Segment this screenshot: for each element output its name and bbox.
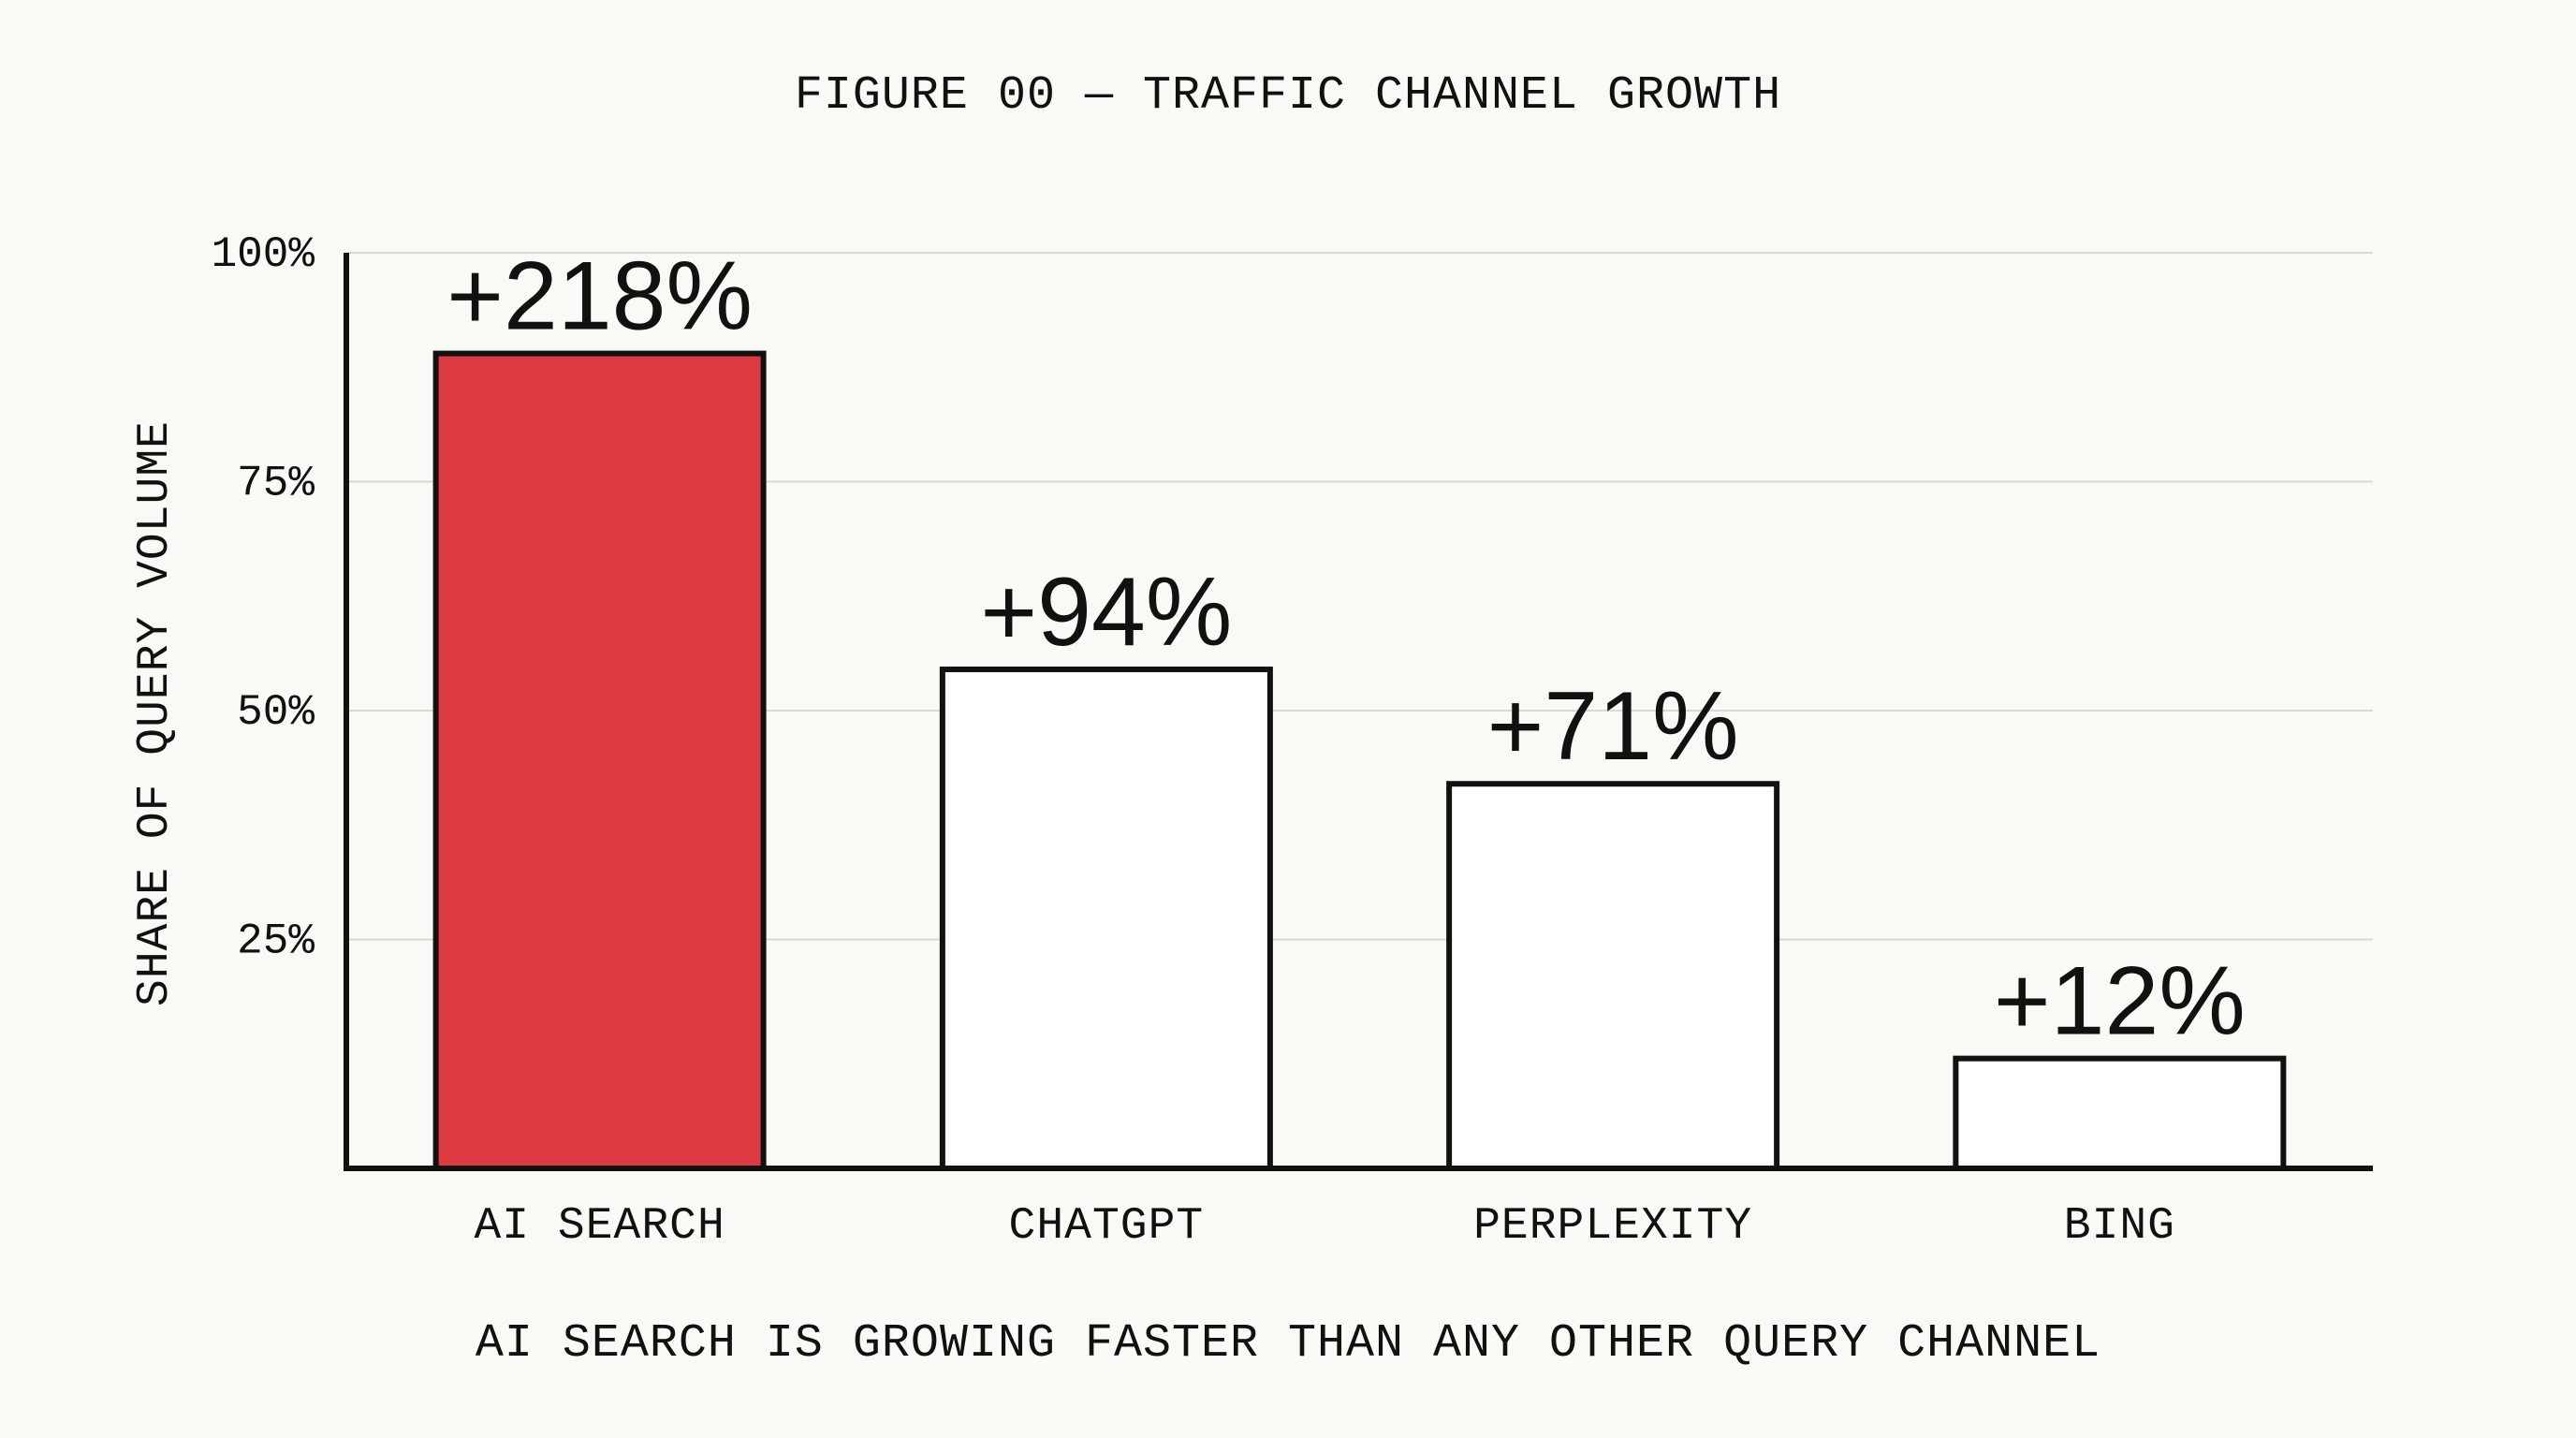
y-axis-label: SHARE OF QUERY VOLUME bbox=[130, 420, 181, 1006]
x-tick-label: AI SEARCH bbox=[475, 1201, 725, 1252]
bar-chatgpt bbox=[939, 666, 1273, 1171]
data-label: +71% bbox=[1487, 672, 1739, 781]
data-label: +12% bbox=[1994, 947, 2246, 1056]
bar-bing bbox=[1953, 1055, 2287, 1172]
x-tick-label: CHATGPT bbox=[1009, 1201, 1205, 1252]
y-tick-label: 100% bbox=[212, 230, 315, 279]
y-tick-label: 75% bbox=[237, 460, 315, 508]
y-tick-label: 25% bbox=[237, 917, 315, 966]
data-label: +94% bbox=[980, 558, 1232, 667]
y-tick-label: 50% bbox=[237, 688, 315, 737]
data-labels: +218% +94% +71% +12% bbox=[446, 242, 2246, 1056]
x-tick-labels: AI SEARCH CHATGPT PERPLEXITY BING bbox=[475, 1201, 2175, 1252]
y-tick-labels: 25% 50% 75% 100% bbox=[212, 230, 315, 966]
data-label: +218% bbox=[446, 242, 753, 351]
chart-caption: AI SEARCH IS GROWING FASTER THAN ANY OTH… bbox=[476, 1317, 2100, 1371]
chart-title: FIGURE 00 — TRAFFIC CHANNEL GROWTH bbox=[795, 69, 1781, 123]
x-tick-label: BING bbox=[2064, 1201, 2175, 1252]
x-tick-label: PERPLEXITY bbox=[1473, 1201, 1752, 1252]
bar-ai-search bbox=[432, 350, 767, 1171]
bar-perplexity bbox=[1446, 781, 1780, 1171]
